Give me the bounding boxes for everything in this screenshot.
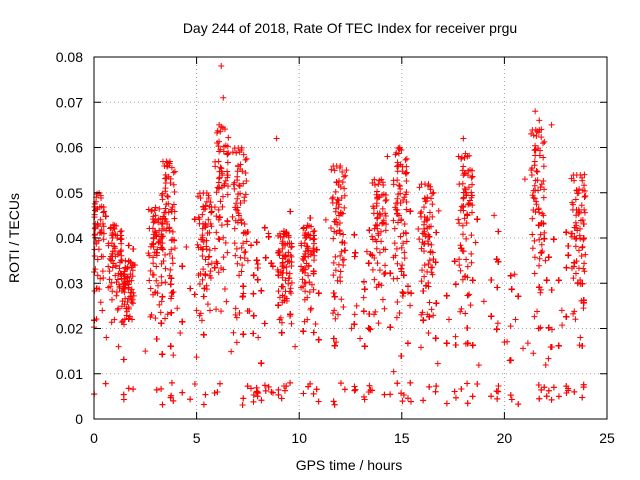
roti-point — [230, 329, 237, 336]
roti-point — [228, 348, 235, 355]
scatter-points — [91, 63, 589, 409]
roti-point — [357, 335, 364, 342]
roti-point — [430, 312, 437, 319]
roti-point — [559, 322, 566, 329]
roti-point — [475, 362, 482, 369]
roti-point — [524, 340, 531, 347]
roti-point — [542, 361, 549, 368]
roti-point — [123, 312, 130, 319]
roti-point — [233, 339, 240, 346]
roti-point — [494, 320, 501, 327]
roti-point — [288, 320, 295, 327]
roti-point — [193, 354, 200, 361]
roti-point — [351, 311, 358, 318]
roti-point — [418, 344, 425, 351]
roti-point — [507, 323, 514, 330]
roti-point — [576, 342, 583, 349]
roti-point — [375, 320, 382, 327]
roti-point — [512, 316, 519, 323]
grid-lines — [94, 57, 607, 419]
roti-point — [452, 333, 459, 340]
roti-point — [407, 302, 414, 309]
roti-point — [434, 360, 441, 367]
roti-point — [549, 326, 556, 333]
roti-point — [520, 345, 527, 352]
roti-point — [348, 325, 355, 332]
roti-point — [394, 298, 401, 305]
roti-point — [174, 305, 181, 312]
roti-point — [170, 352, 177, 359]
roti-point — [360, 294, 367, 301]
roti-point — [545, 355, 552, 362]
roti-point — [530, 350, 537, 357]
roti-point — [390, 368, 397, 375]
